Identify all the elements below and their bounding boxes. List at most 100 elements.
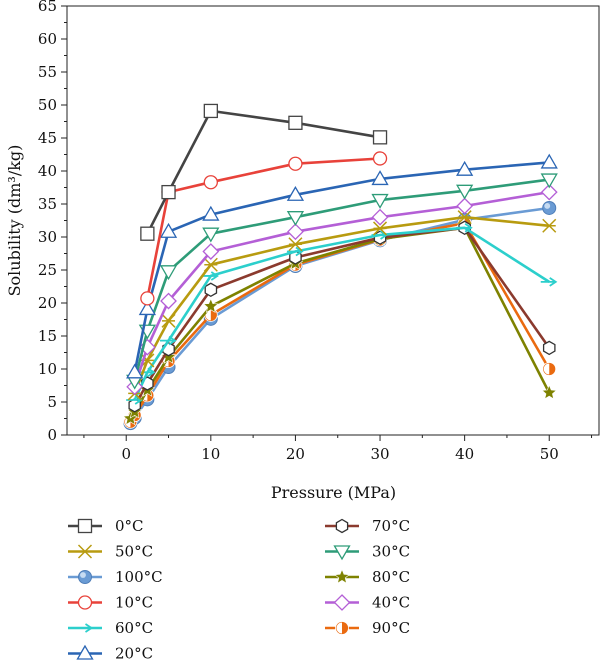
series-line	[146, 109, 381, 235]
legend-label: 40°C	[372, 594, 410, 612]
data-point	[203, 175, 218, 190]
legend-label: 70°C	[372, 517, 410, 535]
legend: 0°C 50°C 100°C 10°C 60°C 20°C 70°C 30°C 80°C 40°C…	[68, 517, 410, 663]
legend-marker	[333, 545, 351, 561]
series-line	[129, 226, 551, 420]
data-point	[456, 223, 473, 233]
y-tick-label: 55	[38, 63, 57, 81]
data-point	[371, 193, 389, 209]
series-line	[133, 226, 550, 401]
data-series	[122, 103, 558, 431]
data-point	[456, 160, 474, 176]
data-point	[202, 298, 219, 314]
legend-marker	[334, 568, 350, 584]
x-tick-label: 30	[370, 445, 389, 463]
axes: 0 10 20 30 40 50 0 5 10 15 20 25 30 35 40 45 50 55 60 65	[38, 0, 600, 463]
data-point	[457, 210, 472, 225]
series-50°C	[127, 210, 557, 401]
legend-item: 10°C	[68, 594, 153, 612]
data-point	[159, 222, 178, 238]
y-tick-label: 35	[38, 195, 57, 213]
y-tick-label: 0	[47, 426, 57, 444]
legend-label: 0°C	[115, 517, 144, 535]
legend-label: 80°C	[372, 568, 410, 586]
data-point	[286, 211, 305, 227]
data-point	[203, 257, 218, 272]
y-tick-label: 5	[47, 393, 57, 411]
y-tick-label: 30	[38, 228, 57, 246]
data-point-shine	[544, 203, 551, 209]
data-point	[138, 300, 156, 316]
legend-item: 90°C	[325, 619, 410, 637]
data-point	[161, 313, 176, 328]
data-point	[161, 184, 176, 200]
legend-marker	[77, 595, 93, 610]
legend-item: 100°C	[68, 568, 163, 586]
series-line	[146, 157, 381, 299]
data-point	[542, 218, 557, 233]
legend-item: 20°C	[68, 644, 153, 663]
legend-label: 30°C	[372, 543, 410, 561]
data-point	[540, 277, 558, 287]
data-point	[372, 151, 388, 166]
data-point	[202, 227, 220, 243]
x-tick-label: 10	[201, 445, 220, 463]
data-point	[202, 243, 220, 260]
x-tick-label: 50	[540, 445, 559, 463]
legend-label: 60°C	[115, 619, 153, 637]
plot-frame	[66, 5, 600, 436]
legend-item: 60°C	[68, 619, 153, 637]
legend-marker	[333, 594, 351, 611]
data-point	[373, 221, 388, 236]
data-point	[371, 208, 389, 226]
data-point	[160, 335, 177, 346]
data-point	[456, 184, 474, 200]
legend-marker	[76, 644, 94, 660]
legend-marker-half	[336, 622, 342, 634]
data-point	[371, 170, 389, 186]
legend-item: 50°C	[68, 543, 153, 561]
legend-label: 90°C	[372, 619, 410, 637]
data-point	[126, 363, 144, 379]
x-tick-label: 0	[121, 445, 131, 463]
series-line	[133, 215, 550, 394]
legend-label: 50°C	[115, 543, 153, 561]
legend-label: 20°C	[115, 645, 153, 661]
series-line	[133, 178, 550, 382]
legend-item: 70°C	[325, 517, 410, 535]
data-point	[286, 185, 305, 201]
data-point	[540, 183, 558, 201]
y-tick-label: 65	[38, 0, 57, 15]
data-point	[138, 367, 156, 378]
data-point	[287, 223, 304, 241]
legend-item: 0°C	[68, 517, 144, 535]
data-point	[140, 291, 155, 306]
legend-item: 30°C	[325, 543, 410, 561]
legend-marker	[335, 518, 349, 534]
y-tick-label: 50	[38, 96, 57, 114]
data-point	[286, 246, 304, 257]
series-line	[133, 226, 551, 406]
data-point	[160, 292, 177, 310]
y-tick-label: 40	[38, 162, 57, 180]
series-0°C	[140, 103, 388, 241]
y-tick-label: 25	[38, 261, 57, 279]
x-tick-label: 40	[455, 445, 474, 463]
data-point	[288, 115, 303, 130]
data-point-half	[543, 363, 550, 375]
x-tick-label: 20	[286, 445, 305, 463]
data-point	[202, 205, 220, 221]
series-60°C	[126, 223, 558, 405]
y-tick-label: 10	[38, 360, 57, 378]
legend-marker	[76, 623, 94, 633]
y-tick-label: 20	[38, 294, 57, 312]
series-line	[133, 190, 550, 388]
data-point	[540, 153, 558, 169]
data-point	[202, 271, 219, 281]
data-point	[288, 237, 303, 252]
y-tick-label: 60	[38, 30, 57, 48]
legend-marker	[77, 544, 93, 559]
data-point	[541, 384, 558, 400]
legend-item: 40°C	[325, 594, 410, 612]
